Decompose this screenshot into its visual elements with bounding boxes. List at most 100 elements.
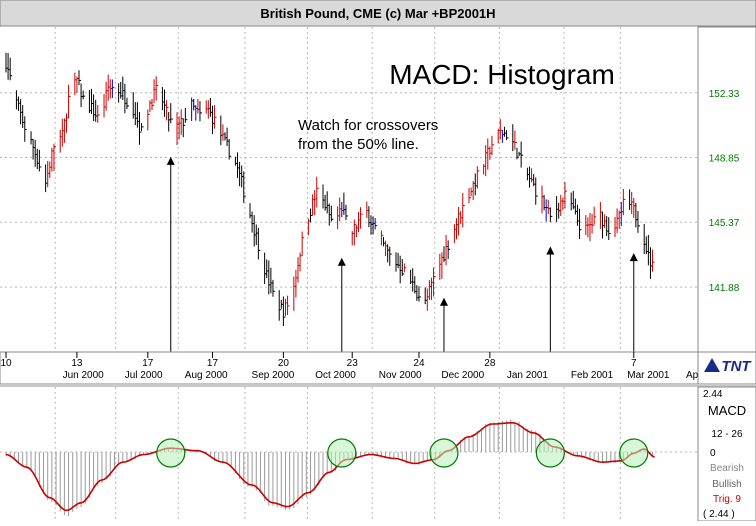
price-grid <box>0 27 698 352</box>
price-bar <box>403 263 407 273</box>
price-tick-label: 152.33 <box>709 89 740 100</box>
date-day-label: 7 <box>631 358 637 369</box>
date-day-label: 10 <box>0 358 12 369</box>
date-day-label: 23 <box>347 358 359 369</box>
price-bar <box>491 135 494 156</box>
price-bar <box>418 286 421 302</box>
date-month-label: Jul 2000 <box>125 370 163 381</box>
price-bar <box>182 118 186 138</box>
crossover-arrowhead <box>546 246 555 255</box>
date-month-label: Nov 2000 <box>379 370 422 381</box>
date-month-label: Jan 2001 <box>507 370 549 381</box>
price-bar <box>622 188 626 216</box>
crossover-marker <box>327 438 357 468</box>
price-bar <box>141 123 144 132</box>
bullish-label: Bullish <box>712 479 741 490</box>
date-month-label: Mar 2001 <box>627 370 670 381</box>
price-bar <box>111 79 115 98</box>
price-bar <box>214 105 217 129</box>
price-tick-label: 141.88 <box>709 283 740 294</box>
price-bar <box>38 149 42 172</box>
date-month-label: Jun 2000 <box>63 370 105 381</box>
price-bar <box>299 252 303 272</box>
price-bar <box>228 139 232 160</box>
price-bar <box>549 207 553 223</box>
panel-separator <box>0 384 756 387</box>
bearish-label: Bearish <box>710 463 744 474</box>
macd-scale-bottom: ( 2.44 ) <box>703 509 735 520</box>
price-bar <box>389 246 392 266</box>
price-bar <box>520 141 524 168</box>
price-bar <box>401 258 405 276</box>
crossover-arrowhead <box>439 297 448 306</box>
date-axis <box>0 351 699 385</box>
price-bar <box>345 204 348 221</box>
tnt-logo: TNT <box>704 358 752 375</box>
macd-scale <box>697 386 756 522</box>
price-bar <box>82 90 86 100</box>
annotation-line-2: from the 50% line. <box>298 136 419 153</box>
date-month-label: Oct 2000 <box>315 370 356 381</box>
price-bar <box>506 130 509 141</box>
price-tick-label: 148.85 <box>709 154 740 165</box>
crossover-marker <box>156 438 186 468</box>
price-bar <box>374 218 378 230</box>
price-scale <box>697 26 756 353</box>
date-month-label: Sep 2000 <box>252 370 295 381</box>
date-day-label: 28 <box>484 358 496 369</box>
date-axis-labels: 10 13 17 17 20 23 24 28 7 Jun 2000 Jul 2000 Aug 200… <box>0 352 699 381</box>
date-day-label: 20 <box>278 358 290 369</box>
price-bar <box>476 166 480 189</box>
price-bar <box>155 76 159 101</box>
price-bar <box>287 295 290 315</box>
price-bar <box>468 188 472 204</box>
date-day-label: 17 <box>207 358 219 369</box>
macd-scale-top: 2.44 <box>703 389 723 400</box>
chart-title: MACD: Histogram <box>389 59 615 90</box>
price-bar <box>170 103 173 124</box>
price-bar <box>433 267 436 297</box>
crossover-arrows <box>166 156 638 352</box>
date-month-label: Feb 2001 <box>571 370 614 381</box>
date-month-label: Dec 2000 <box>441 370 484 381</box>
price-scale-labels: 152.33 148.85 145.37 141.88 <box>709 89 740 294</box>
price-bar <box>9 57 13 81</box>
price-bar <box>97 104 100 123</box>
crossover-markers <box>156 438 649 468</box>
price-bar <box>282 296 286 327</box>
annotation-line-1: Watch for crossovers <box>298 117 438 134</box>
price-bar <box>608 217 611 241</box>
date-day-label: 24 <box>413 358 425 369</box>
macd-params: 12 - 26 <box>711 429 743 440</box>
macd-scale-title: MACD <box>708 403 746 418</box>
svg-text:TNT: TNT <box>721 358 752 375</box>
price-panel <box>0 27 698 352</box>
crossover-marker <box>535 438 565 468</box>
price-bar <box>330 205 334 222</box>
macd-scale-zero: 0 <box>710 448 716 459</box>
price-bar <box>151 98 154 111</box>
price-bar <box>166 100 169 121</box>
price-bar <box>301 231 305 256</box>
date-day-label: 17 <box>142 358 154 369</box>
crossover-arrowhead <box>337 257 346 266</box>
price-bar <box>272 279 275 297</box>
price-bar <box>462 192 465 228</box>
price-bar <box>564 181 567 209</box>
price-bar <box>637 211 640 233</box>
price-bar <box>535 177 538 205</box>
price-bar <box>278 290 282 321</box>
crossover-marker <box>619 438 649 468</box>
price-bar <box>360 207 363 229</box>
price-bar <box>199 101 202 122</box>
price-bar <box>593 206 597 225</box>
price-bar <box>24 116 27 142</box>
price-bar <box>514 130 517 150</box>
price-bar <box>53 143 56 171</box>
price-bar <box>316 176 319 208</box>
date-day-label: 13 <box>71 358 83 369</box>
price-tick-label: 145.37 <box>709 218 740 229</box>
price-bar <box>68 84 71 119</box>
